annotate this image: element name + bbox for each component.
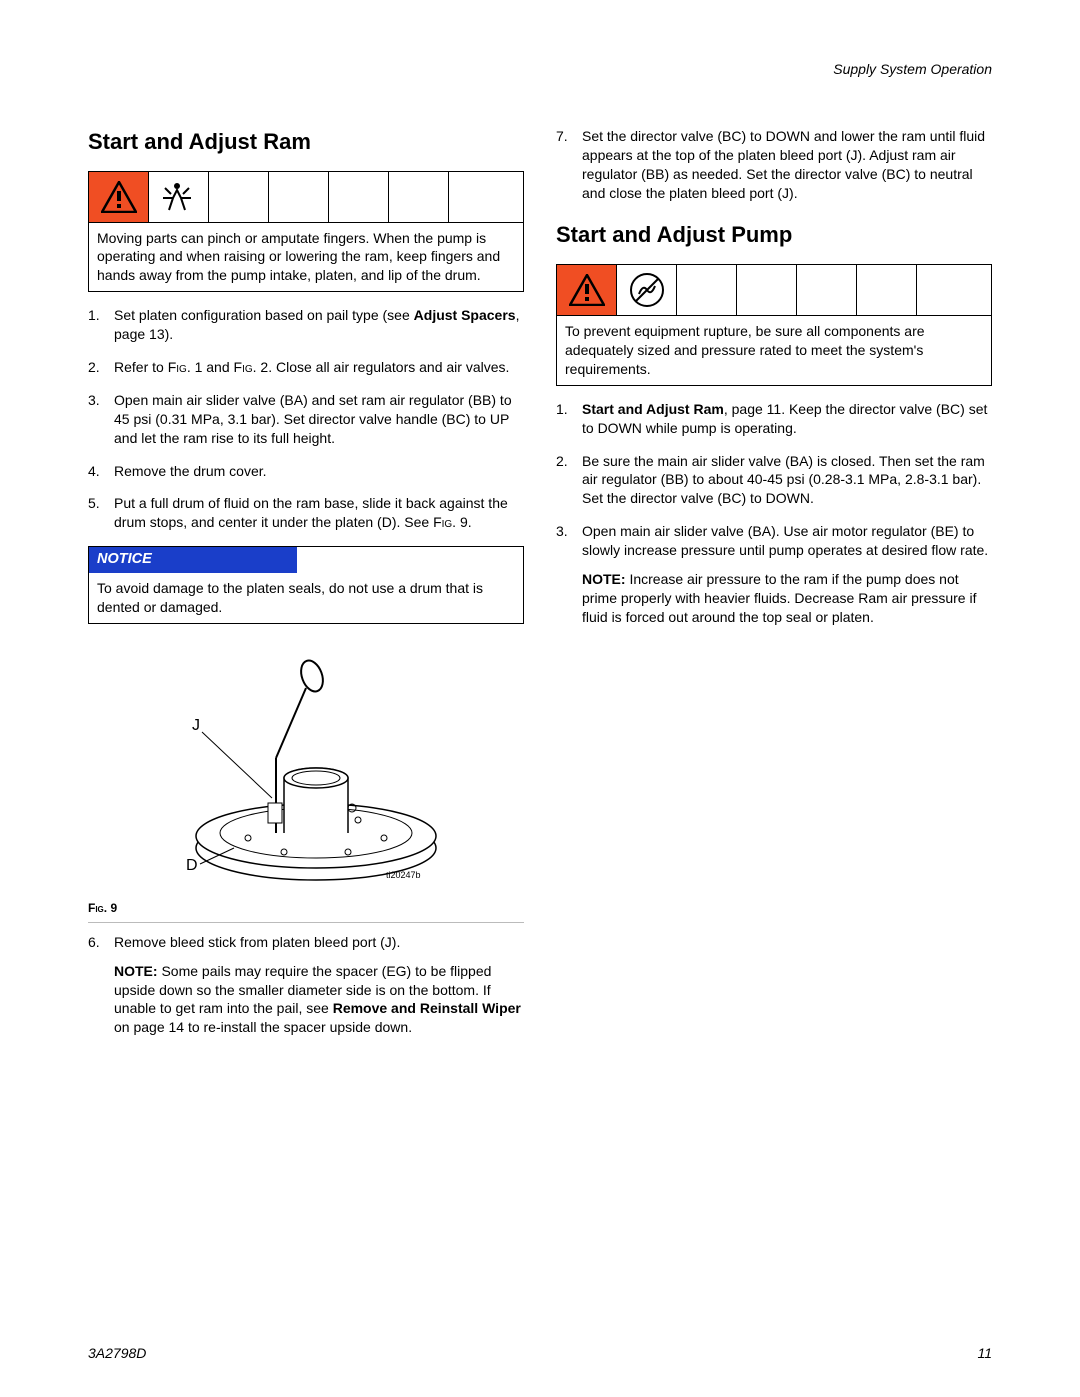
page-footer: 3A2798D 11 <box>88 1344 992 1363</box>
text: on page 14 to re-install the spacer upsi… <box>114 1019 412 1035</box>
rupture-hazard-icon <box>617 265 677 315</box>
pump-steps-list: Start and Adjust Ram, page 11. Keep the … <box>556 400 992 560</box>
figure-9: J D ti20247b Fig. 9 <box>88 638 524 923</box>
pinch-hazard-icon <box>149 172 209 222</box>
ref-adjust-spacers: Adjust Spacers <box>414 307 516 323</box>
warning-empty-cell <box>209 172 269 222</box>
text: . 2. Close all air regulators and air va… <box>253 359 510 375</box>
warning-icon-row <box>557 265 991 316</box>
ref-start-adjust-ram: Start and Adjust Ram <box>582 401 724 417</box>
step-6-note: NOTE: Some pails may require the spacer … <box>88 962 524 1038</box>
callout-d: D <box>186 857 198 874</box>
warning-empty-cell <box>677 265 737 315</box>
text: Increase air pressure to the ram if the … <box>582 571 976 625</box>
warning-empty-cell <box>269 172 329 222</box>
figure-caption: Fig. 9 <box>88 900 524 916</box>
figure-rule <box>88 922 524 923</box>
text: Set platen configuration based on pail t… <box>114 307 414 323</box>
callout-j: J <box>192 717 200 734</box>
notice-heading: NOTICE <box>89 547 297 573</box>
doc-number: 3A2798D <box>88 1344 146 1363</box>
pump-step-3: Open main air slider valve (BA). Use air… <box>556 522 992 560</box>
ram-steps-list-cont2: Set the director valve (BC) to DOWN and … <box>556 127 992 203</box>
ref-remove-reinstall-wiper: Remove and Reinstall Wiper <box>333 1000 521 1016</box>
heading-start-adjust-ram: Start and Adjust Ram <box>88 127 524 157</box>
step-4: Remove the drum cover. <box>88 462 524 481</box>
platen-illustration: J D ti20247b <box>156 638 456 898</box>
warning-text: Moving parts can pinch or amputate finge… <box>89 223 523 292</box>
step-7: Set the director valve (BC) to DOWN and … <box>556 127 992 203</box>
fig-ref: Fig <box>433 514 452 530</box>
fig-ref: Fig <box>234 359 253 375</box>
heading-start-adjust-pump: Start and Adjust Pump <box>556 220 992 250</box>
warning-empty-cell <box>797 265 857 315</box>
pump-step-2: Be sure the main air slider valve (BA) i… <box>556 452 992 509</box>
text: . 1 and <box>187 359 234 375</box>
step-6: Remove bleed stick from platen bleed por… <box>88 933 524 952</box>
warning-empty-cell <box>449 172 509 222</box>
notice-box: NOTICE To avoid damage to the platen sea… <box>88 546 524 623</box>
warning-box-pump: To prevent equipment rupture, be sure al… <box>556 264 992 386</box>
warning-empty-cell <box>857 265 917 315</box>
warning-icon-row <box>89 172 523 223</box>
running-head: Supply System Operation <box>88 60 992 79</box>
warning-empty-cell <box>917 265 977 315</box>
warning-empty-cell <box>389 172 449 222</box>
figure-part-id: ti20247b <box>386 870 421 880</box>
text: . 9. <box>452 514 471 530</box>
step-3: Open main air slider valve (BA) and set … <box>88 391 524 448</box>
two-column-layout: Start and Adjust Ram Moving parts can pi… <box>88 127 992 1051</box>
warning-text: To prevent equipment rupture, be sure al… <box>557 316 991 385</box>
step-5: Put a full drum of fluid on the ram base… <box>88 494 524 532</box>
right-column: Set the director valve (BC) to DOWN and … <box>556 127 992 1051</box>
warning-empty-cell <box>329 172 389 222</box>
text: Refer to <box>114 359 168 375</box>
warning-box-ram: Moving parts can pinch or amputate finge… <box>88 171 524 293</box>
notice-body: To avoid damage to the platen seals, do … <box>89 573 523 623</box>
pump-step-3-note: NOTE: Increase air pressure to the ram i… <box>556 570 992 627</box>
step-1: Set platen configuration based on pail t… <box>88 306 524 344</box>
ram-steps-list: Set platen configuration based on pail t… <box>88 306 524 532</box>
left-column: Start and Adjust Ram Moving parts can pi… <box>88 127 524 1051</box>
ram-steps-list-cont: Remove bleed stick from platen bleed por… <box>88 933 524 952</box>
step-2: Refer to Fig. 1 and Fig. 2. Close all ai… <box>88 358 524 377</box>
fig-ref: Fig <box>168 359 187 375</box>
warning-empty-cell <box>737 265 797 315</box>
page-number: 11 <box>977 1344 992 1363</box>
note-label: NOTE: <box>582 571 626 587</box>
alert-triangle-icon <box>557 265 617 315</box>
alert-triangle-icon <box>89 172 149 222</box>
note-label: NOTE: <box>114 963 158 979</box>
pump-step-1: Start and Adjust Ram, page 11. Keep the … <box>556 400 992 438</box>
